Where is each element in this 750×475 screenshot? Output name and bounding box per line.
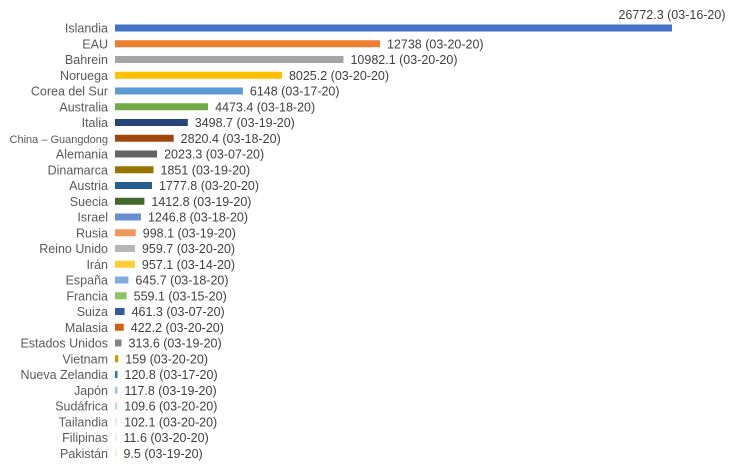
data-label-israel: 1246.8 (03-18-20) <box>148 211 248 225</box>
data-label-tailandia: 102.1 (03-20-20) <box>124 415 217 429</box>
data-label-filipinas: 11.6 (03-20-20) <box>124 431 209 445</box>
bar-vietnam <box>115 355 119 363</box>
category-label-suecia: Suecia <box>70 195 108 209</box>
bar-israel <box>115 213 141 221</box>
data-label-suiza: 461.3 (03-07-20) <box>132 305 225 319</box>
bar-reino-unido <box>115 245 135 252</box>
bar-malasia <box>115 323 124 331</box>
data-label-vietnam: 159 (03-20-20) <box>125 352 208 366</box>
bar-suiza <box>115 308 125 315</box>
data-label-suecia: 1412.8 (03-19-20) <box>151 195 251 209</box>
category-label-francia: Francia <box>66 289 108 303</box>
bar-australia <box>115 103 209 111</box>
bar-iran <box>115 260 135 268</box>
data-label-noruega: 8025.2 (03-20-20) <box>289 69 389 83</box>
category-label-malasia: Malasia <box>65 321 108 335</box>
data-label-sudafrica: 109.6 (03-20-20) <box>124 400 217 414</box>
bar-eau <box>115 40 381 48</box>
bars <box>115 24 672 457</box>
category-label-corea-del-sur: Corea del Sur <box>31 85 108 99</box>
data-label-estados-unidos: 313.6 (03-19-20) <box>129 337 222 351</box>
bar-estados-unidos <box>115 339 122 347</box>
bar-tailandia <box>115 418 118 426</box>
category-label-islandia: Islandia <box>65 22 108 36</box>
data-label-pakistan: 9.5 (03-19-20) <box>124 447 203 461</box>
bar-rusia <box>115 229 136 237</box>
category-label-noruega: Noruega <box>60 69 108 83</box>
data-label-corea-del-sur: 6148 (03-17-20) <box>250 85 340 99</box>
category-label-iran: Irán <box>86 258 108 272</box>
bar-noruega <box>115 71 282 79</box>
category-label-reino-unido: Reino Unido <box>39 242 108 256</box>
data-label-espana: 645.7 (03-18-20) <box>135 274 228 288</box>
data-label-bahrein: 10982.1 (03-20-20) <box>350 53 457 67</box>
category-label-dinamarca: Dinamarca <box>48 163 108 177</box>
bar-italia <box>115 119 188 126</box>
category-label-austria: Austria <box>69 179 108 193</box>
data-label-iran: 957.1 (03-14-20) <box>142 258 235 272</box>
data-label-australia: 4473.4 (03-18-20) <box>215 100 315 114</box>
data-label-rusia: 998.1 (03-19-20) <box>143 226 236 240</box>
category-label-japon: Japón <box>74 384 108 398</box>
category-label-vietnam: Vietnam <box>62 352 108 366</box>
bar-nueva-zelandia <box>115 371 118 378</box>
data-label-nueva-zelandia: 120.8 (03-17-20) <box>125 368 218 382</box>
category-label-sudafrica: Sudáfrica <box>55 400 108 414</box>
bar-corea-del-sur <box>115 87 243 95</box>
bar-dinamarca <box>115 166 154 174</box>
category-label-suiza: Suiza <box>77 305 108 319</box>
bar-bahrein <box>115 56 344 63</box>
data-label-italia: 3498.7 (03-19-20) <box>195 116 295 130</box>
data-label-reino-unido: 959.7 (03-20-20) <box>142 242 235 256</box>
bar-sudafrica <box>115 402 118 410</box>
data-labels: 26772.3 (03-16-20) 12738 (03-20-20) 10982.… <box>124 8 726 461</box>
category-label-pakistan: Pakistán <box>60 447 108 461</box>
category-label-tailandia: Tailandia <box>59 415 108 429</box>
category-label-rusia: Rusia <box>76 226 108 240</box>
bar-china-guangdong <box>115 134 174 142</box>
data-label-china-guangdong: 2820.4 (03-18-20) <box>181 132 281 146</box>
category-label-nueva-zelandia: Nueva Zelandia <box>20 368 108 382</box>
category-label-israel: Israel <box>77 211 108 225</box>
data-label-islandia: 26772.3 (03-16-20) <box>618 8 725 22</box>
category-label-alemania: Alemania <box>56 148 108 162</box>
category-label-china-guangdong: China – Guangdong <box>10 134 108 146</box>
category-label-italia: Italia <box>82 116 108 130</box>
category-label-eau: EAU <box>82 37 108 51</box>
data-label-dinamarca: 1851 (03-19-20) <box>161 163 251 177</box>
category-label-bahrein: Bahrein <box>65 53 108 67</box>
bar-pakistan <box>115 449 117 457</box>
category-label-australia: Australia <box>59 100 108 114</box>
data-label-japon: 117.8 (03-19-20) <box>124 384 216 398</box>
data-label-austria: 1777.8 (03-20-20) <box>159 179 259 193</box>
bar-francia <box>115 292 127 300</box>
category-label-espana: España <box>66 274 108 288</box>
data-label-francia: 559.1 (03-15-20) <box>134 289 227 303</box>
category-label-estados-unidos: Estados Unidos <box>20 337 108 351</box>
data-label-malasia: 422.2 (03-20-20) <box>131 321 224 335</box>
bar-japon <box>115 386 118 394</box>
bar-filipinas <box>115 434 117 441</box>
bar-islandia <box>115 24 672 32</box>
bar-austria <box>115 182 152 189</box>
data-label-eau: 12738 (03-20-20) <box>387 37 484 51</box>
bar-alemania <box>115 150 158 158</box>
data-label-alemania: 2023.3 (03-07-20) <box>164 148 264 162</box>
category-label-filipinas: Filipinas <box>62 431 108 445</box>
bar-suecia <box>115 197 145 205</box>
bar-espana <box>115 276 129 284</box>
